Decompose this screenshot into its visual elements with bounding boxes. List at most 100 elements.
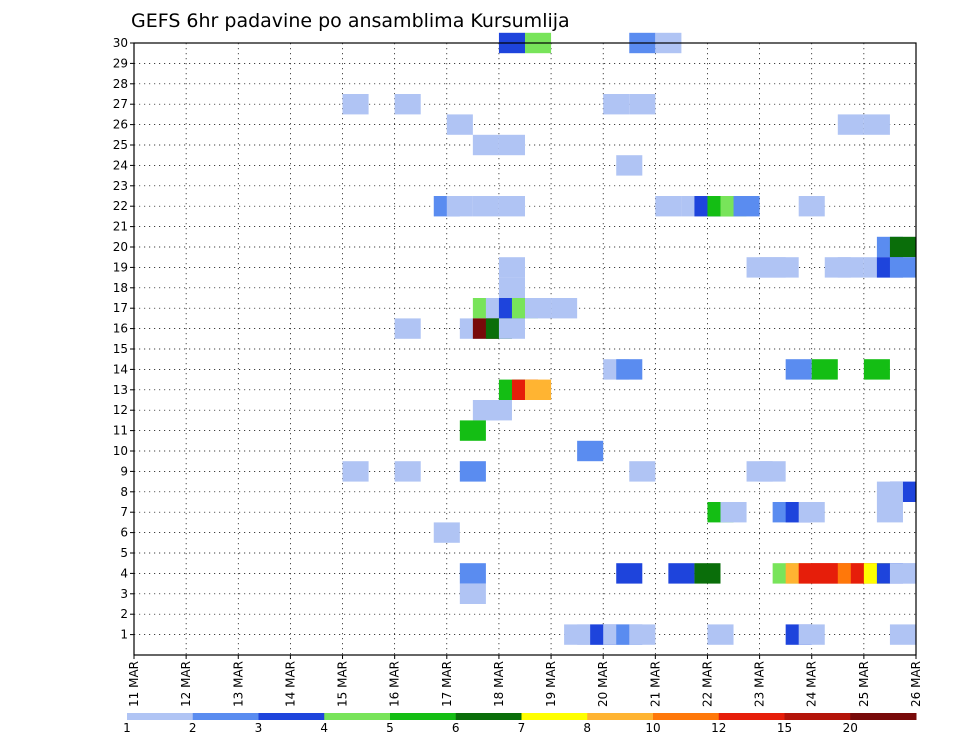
heatmap-cell [433,522,460,543]
y-tick-label: 7 [120,505,128,519]
heatmap-cell [498,277,525,298]
heatmap-cell [837,257,864,278]
y-tick-label: 21 [113,220,128,234]
heatmap-cell [459,583,486,604]
heatmap-cell [446,196,473,217]
heatmap-cells [342,32,916,645]
y-tick-label: 10 [113,444,128,458]
heatmap-cell [472,196,499,217]
heatmap-cell [342,461,369,482]
legend-swatch [192,713,259,720]
heatmap-cell [616,155,643,176]
y-tick-label: 30 [113,36,128,50]
heatmap-cell [394,318,421,339]
heatmap-cell [525,298,552,319]
heatmap-cell [668,563,695,584]
heatmap-cell [694,563,721,584]
heatmap-cell [459,563,486,584]
legend-label: 3 [255,721,263,735]
heatmap-cell [342,94,369,115]
x-tick-label: 15 MAR [336,661,350,707]
y-tick-label: 1 [120,628,128,642]
heatmap-cell [811,359,838,380]
y-tick-label: 29 [113,56,128,70]
heatmap-cell [498,257,525,278]
heatmap-cell [394,94,421,115]
y-tick-label: 20 [113,240,128,254]
heatmap-cell [863,359,890,380]
y-tick-label: 2 [120,607,128,621]
heatmap-cell [655,196,682,217]
heatmap-cell [498,318,525,339]
y-tick-label: 15 [113,342,128,356]
x-tick-label: 26 MAR [909,661,923,707]
heatmap-cell [525,379,552,400]
y-tick-label: 19 [113,260,128,274]
y-tick-label: 16 [113,322,128,336]
legend-swatch [127,713,194,720]
heatmap-cell [837,114,864,135]
heatmap-cell [472,134,499,156]
heatmap-cell [446,114,473,135]
legend-label: 10 [645,721,660,735]
heatmap-cell [498,134,525,156]
heatmap-cell [889,624,916,645]
y-axis: 1234567891011121314151617181920212223242… [113,36,134,642]
heatmap-cell [577,440,604,462]
x-tick-label: 11 MAR [127,661,141,707]
heatmap-cell [485,400,512,421]
legend-label: 15 [777,721,792,735]
x-tick-label: 21 MAR [648,661,662,707]
y-tick-label: 22 [113,199,128,213]
y-tick-label: 23 [113,179,128,193]
y-tick-label: 3 [120,587,128,601]
heatmap-cell [785,359,812,380]
heatmap-cell [629,94,656,115]
heatmap-cell [629,461,656,482]
heatmap-cell [759,461,786,482]
heatmap-cell [498,196,525,217]
legend-swatch [258,713,325,720]
legend-swatch [718,713,785,720]
y-tick-label: 4 [120,566,128,580]
x-tick-label: 14 MAR [283,661,297,707]
y-tick-label: 5 [120,546,128,560]
chart-title: GEFS 6hr padavine po ansamblima Kursumli… [131,10,570,32]
heatmap-cell [876,481,903,502]
x-tick-label: 25 MAR [857,661,871,707]
heatmap-cell [733,196,760,217]
heatmap-cell [876,502,903,523]
y-tick-label: 9 [120,464,128,478]
heatmap-cell [798,502,825,523]
x-tick-label: 13 MAR [231,661,245,707]
legend-swatch [455,713,522,720]
legend-swatch [784,713,851,720]
x-tick-label: 12 MAR [179,661,193,707]
x-tick-label: 24 MAR [805,661,819,707]
heatmap-cell [629,624,656,645]
y-tick-label: 8 [120,485,128,499]
legend-label: 6 [452,721,460,735]
heatmap-cell [798,196,825,217]
y-tick-label: 26 [113,118,128,132]
heatmap-cell [889,257,916,278]
heatmap-cell [616,359,643,380]
heatmap-cell [863,114,890,135]
legend-label: 12 [711,721,726,735]
heatmap-cell [616,563,643,584]
heatmap-cell [603,94,630,115]
legend-swatch [390,713,457,720]
y-tick-label: 17 [113,301,128,315]
y-tick-label: 6 [120,526,128,540]
x-tick-label: 23 MAR [753,661,767,707]
y-tick-label: 13 [113,383,128,397]
legend-swatch [653,713,720,720]
y-tick-label: 14 [113,362,128,376]
x-tick-label: 16 MAR [388,661,402,707]
y-tick-label: 28 [113,77,128,91]
x-tick-label: 18 MAR [492,661,506,707]
y-tick-label: 25 [113,138,128,152]
y-tick-label: 27 [113,97,128,111]
y-tick-label: 24 [113,158,128,172]
